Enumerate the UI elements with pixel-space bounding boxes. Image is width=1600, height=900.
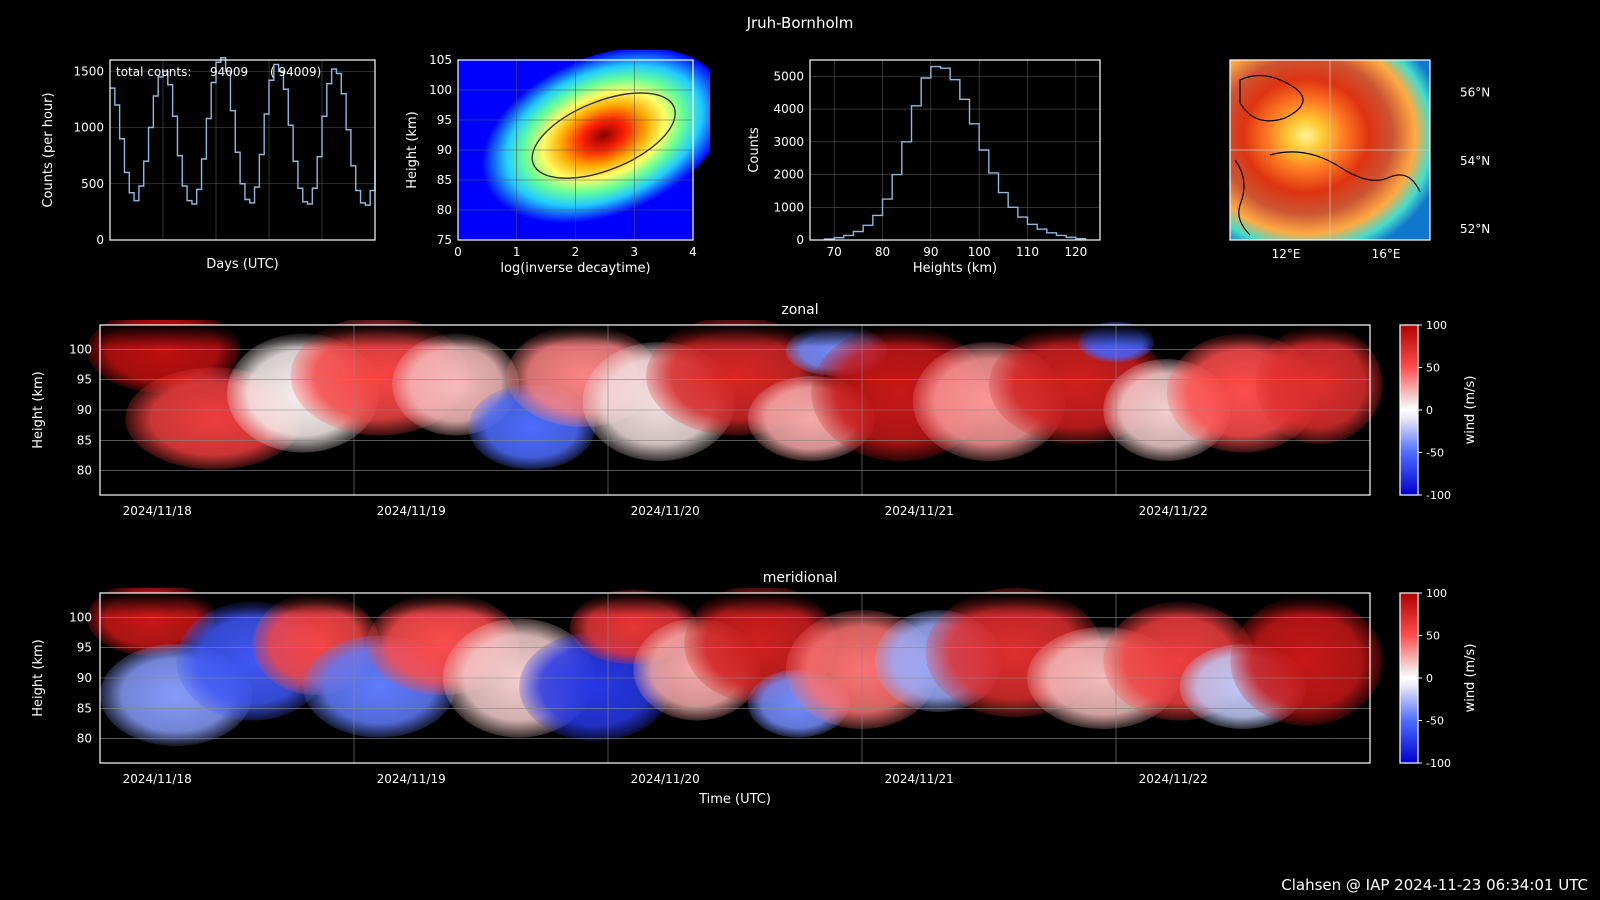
page-title: Jruh-Bornholm bbox=[0, 0, 1600, 32]
svg-text:2000: 2000 bbox=[773, 168, 804, 182]
svg-text:-100: -100 bbox=[1426, 757, 1451, 770]
zonal-title: zonal bbox=[0, 302, 1600, 318]
svg-text:5000: 5000 bbox=[773, 69, 804, 83]
svg-text:2024/11/19: 2024/11/19 bbox=[377, 772, 446, 786]
svg-text:0: 0 bbox=[1426, 672, 1433, 685]
svg-text:90: 90 bbox=[437, 143, 452, 157]
svg-text:Heights (km): Heights (km) bbox=[913, 261, 997, 276]
svg-text:2024/11/21: 2024/11/21 bbox=[885, 504, 954, 518]
height-decaytime-density-chart: 0 1 2 3 4 75 80 85 90 95 100 105 log(inverse decayti… bbox=[400, 50, 710, 280]
svg-text:120: 120 bbox=[1064, 245, 1087, 259]
svg-text:95: 95 bbox=[437, 113, 452, 127]
svg-text:90: 90 bbox=[77, 403, 92, 417]
svg-text:50: 50 bbox=[1426, 362, 1440, 375]
svg-text:2024/11/21: 2024/11/21 bbox=[885, 772, 954, 786]
svg-text:-50: -50 bbox=[1426, 447, 1444, 460]
svg-text:85: 85 bbox=[77, 433, 92, 447]
svg-text:100: 100 bbox=[968, 245, 991, 259]
svg-text:100: 100 bbox=[1426, 588, 1447, 600]
svg-text:100: 100 bbox=[69, 610, 92, 624]
svg-text:16°E: 16°E bbox=[1372, 247, 1401, 261]
svg-text:0: 0 bbox=[1426, 404, 1433, 417]
svg-text:4000: 4000 bbox=[773, 102, 804, 116]
svg-text:95: 95 bbox=[77, 373, 92, 387]
svg-text:-50: -50 bbox=[1426, 715, 1444, 728]
svg-text:100: 100 bbox=[429, 83, 452, 97]
svg-text:85: 85 bbox=[437, 173, 452, 187]
svg-text:1500: 1500 bbox=[73, 64, 104, 78]
svg-text:3: 3 bbox=[630, 245, 638, 259]
svg-text:54°N: 54°N bbox=[1460, 154, 1490, 168]
counts-timeseries-chart: 0 500 1000 1500 total counts: 94009 ( 94009) Da… bbox=[30, 50, 390, 280]
svg-text:2024/11/20: 2024/11/20 bbox=[631, 504, 700, 518]
svg-text:2024/11/19: 2024/11/19 bbox=[377, 504, 446, 518]
svg-text:100: 100 bbox=[1426, 320, 1447, 332]
svg-text:94009: 94009 bbox=[210, 65, 248, 79]
svg-text:Height (km): Height (km) bbox=[31, 639, 46, 716]
svg-text:85: 85 bbox=[77, 701, 92, 715]
svg-text:0: 0 bbox=[96, 233, 104, 247]
heights-histogram-chart: 0 1000 2000 3000 4000 5000 70 80 90 100 110 120 Heig… bbox=[740, 50, 1110, 280]
map-density-chart: 12°E 16°E 56°N 54°N 52°N bbox=[1220, 50, 1510, 280]
svg-text:80: 80 bbox=[875, 245, 890, 259]
svg-text:52°N: 52°N bbox=[1460, 222, 1490, 236]
svg-text:500: 500 bbox=[81, 177, 104, 191]
meridional-title: meridional bbox=[0, 570, 1600, 586]
svg-text:Counts: Counts bbox=[747, 127, 762, 173]
svg-text:80: 80 bbox=[437, 203, 452, 217]
svg-text:80: 80 bbox=[77, 732, 92, 746]
svg-text:Time (UTC): Time (UTC) bbox=[698, 792, 771, 807]
svg-text:3000: 3000 bbox=[773, 135, 804, 149]
svg-text:70: 70 bbox=[827, 245, 842, 259]
svg-text:0: 0 bbox=[796, 233, 804, 247]
svg-text:2024/11/18: 2024/11/18 bbox=[123, 772, 192, 786]
meridional-wind-chart: 80 85 90 95 100 2024/11/18 2024/11/19 2024/11/2… bbox=[0, 588, 1600, 833]
svg-text:12°E: 12°E bbox=[1272, 247, 1301, 261]
svg-text:75: 75 bbox=[437, 233, 452, 247]
svg-text:Height (km): Height (km) bbox=[31, 371, 46, 448]
svg-text:105: 105 bbox=[429, 53, 452, 67]
zonal-wind-chart: 80 85 90 95 100 2024/11/18 2024/11/19 2024/11/2… bbox=[0, 320, 1600, 545]
svg-text:1000: 1000 bbox=[73, 121, 104, 135]
svg-text:total counts:: total counts: bbox=[116, 65, 191, 79]
svg-text:90: 90 bbox=[77, 671, 92, 685]
svg-text:50: 50 bbox=[1426, 630, 1440, 643]
svg-text:Counts (per hour): Counts (per hour) bbox=[41, 92, 56, 207]
svg-text:2024/11/22: 2024/11/22 bbox=[1139, 772, 1208, 786]
svg-text:log(inverse decaytime): log(inverse decaytime) bbox=[500, 261, 650, 276]
svg-text:2: 2 bbox=[572, 245, 580, 259]
svg-text:110: 110 bbox=[1016, 245, 1039, 259]
svg-text:Days (UTC): Days (UTC) bbox=[206, 257, 279, 272]
svg-text:100: 100 bbox=[69, 342, 92, 356]
svg-text:2024/11/22: 2024/11/22 bbox=[1139, 504, 1208, 518]
svg-text:1000: 1000 bbox=[773, 200, 804, 214]
svg-text:Height (km): Height (km) bbox=[405, 111, 420, 188]
svg-text:1: 1 bbox=[513, 245, 521, 259]
svg-text:2024/11/20: 2024/11/20 bbox=[631, 772, 700, 786]
svg-text:wind (m/s): wind (m/s) bbox=[1463, 644, 1478, 713]
svg-text:56°N: 56°N bbox=[1460, 85, 1490, 99]
svg-text:80: 80 bbox=[77, 464, 92, 478]
svg-text:0: 0 bbox=[454, 245, 462, 259]
svg-text:2024/11/18: 2024/11/18 bbox=[123, 504, 192, 518]
footer-attribution: Clahsen @ IAP 2024-11-23 06:34:01 UTC bbox=[1281, 876, 1588, 894]
svg-text:95: 95 bbox=[77, 641, 92, 655]
svg-text:90: 90 bbox=[923, 245, 938, 259]
svg-text:( 94009): ( 94009) bbox=[270, 65, 321, 79]
svg-text:4: 4 bbox=[689, 245, 697, 259]
top-panel-row: 050010001500total counts:94009( 94009)Da… bbox=[0, 50, 1600, 280]
svg-text:-100: -100 bbox=[1426, 489, 1451, 502]
svg-text:wind (m/s): wind (m/s) bbox=[1463, 376, 1478, 445]
